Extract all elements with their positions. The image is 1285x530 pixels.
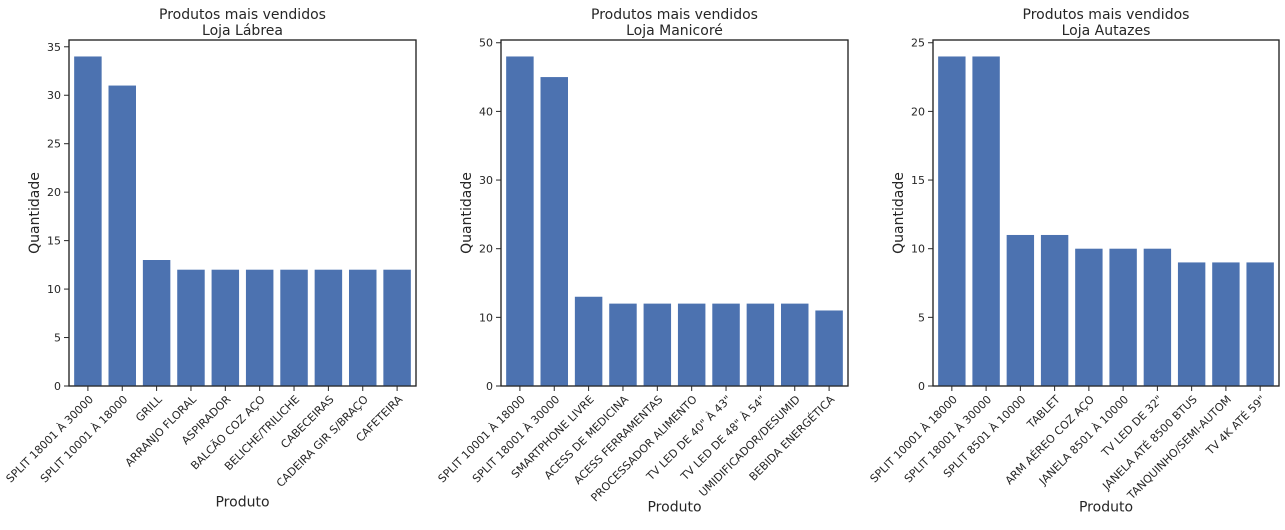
bar [383,269,411,386]
y-tick-label: 15 [47,235,61,248]
bar [349,269,377,386]
y-tick-label: 40 [479,105,493,118]
axes-border [932,39,1280,387]
y-tick-label: 25 [47,138,61,151]
bar [540,77,568,387]
chart-title: Produtos mais vendidos [159,7,326,23]
bar [972,56,1000,386]
y-tick-label: 10 [47,283,61,296]
y-tick-label: 5 [918,311,925,324]
chart-title: Produtos mais vendidos [1023,7,1190,23]
y-axis-label: Quantidade [27,172,43,254]
bar [609,303,637,386]
y-tick-label: 25 [911,37,925,50]
bar [74,56,102,386]
y-tick-label: 35 [47,41,61,54]
chart-title: Produtos mais vendidos [591,7,758,23]
bar [211,269,240,386]
y-tick-label: 20 [47,186,61,199]
bar [1212,262,1240,386]
y-tick-label: 20 [911,105,925,118]
bar [506,56,534,386]
axes-border [68,39,417,387]
bar [177,269,205,386]
y-tick-label: 0 [54,380,61,393]
axes-border [500,39,849,387]
bar [815,310,843,386]
bar [574,296,603,386]
y-tick-label: 30 [47,89,61,102]
bar [280,269,308,386]
y-axis-label: Quantidade [891,172,907,254]
x-axis-label: Produto [215,495,269,511]
y-tick-label: 0 [918,380,925,393]
bar [1177,262,1206,386]
bar [1040,234,1069,386]
y-tick-label: 50 [479,37,493,50]
x-axis-label: Produto [647,499,701,515]
bar [712,303,740,386]
bar [1246,262,1274,386]
bar [142,260,171,386]
bar [746,303,775,386]
y-tick-label: 5 [54,332,61,345]
bar [314,269,343,386]
bar [1075,248,1103,386]
y-tick-label: 10 [479,311,493,324]
bar [245,269,274,386]
chart-subtitle: Loja Lábrea [202,23,283,39]
x-axis-label: Produto [1079,499,1133,515]
y-tick-label: 0 [486,380,493,393]
bar [677,303,706,386]
bar [938,56,966,386]
y-tick-label: 20 [479,243,493,256]
y-axis-label: Quantidade [459,172,475,254]
bar [1109,248,1137,386]
y-tick-label: 10 [911,243,925,256]
x-tick-label: GRILL [133,392,165,424]
bar [1143,248,1172,386]
chart-subtitle: Loja Manicoré [626,23,723,39]
y-tick-label: 30 [479,174,493,187]
y-tick-label: 15 [911,174,925,187]
chart-subtitle: Loja Autazes [1062,23,1151,39]
x-tick-label: TV LED DE 32" [1098,393,1165,460]
bar [108,85,136,386]
bar [1006,234,1035,386]
bar [781,303,809,386]
bar [643,303,672,386]
x-tick-label: TV 4K ATÉ 59" [1203,393,1268,458]
